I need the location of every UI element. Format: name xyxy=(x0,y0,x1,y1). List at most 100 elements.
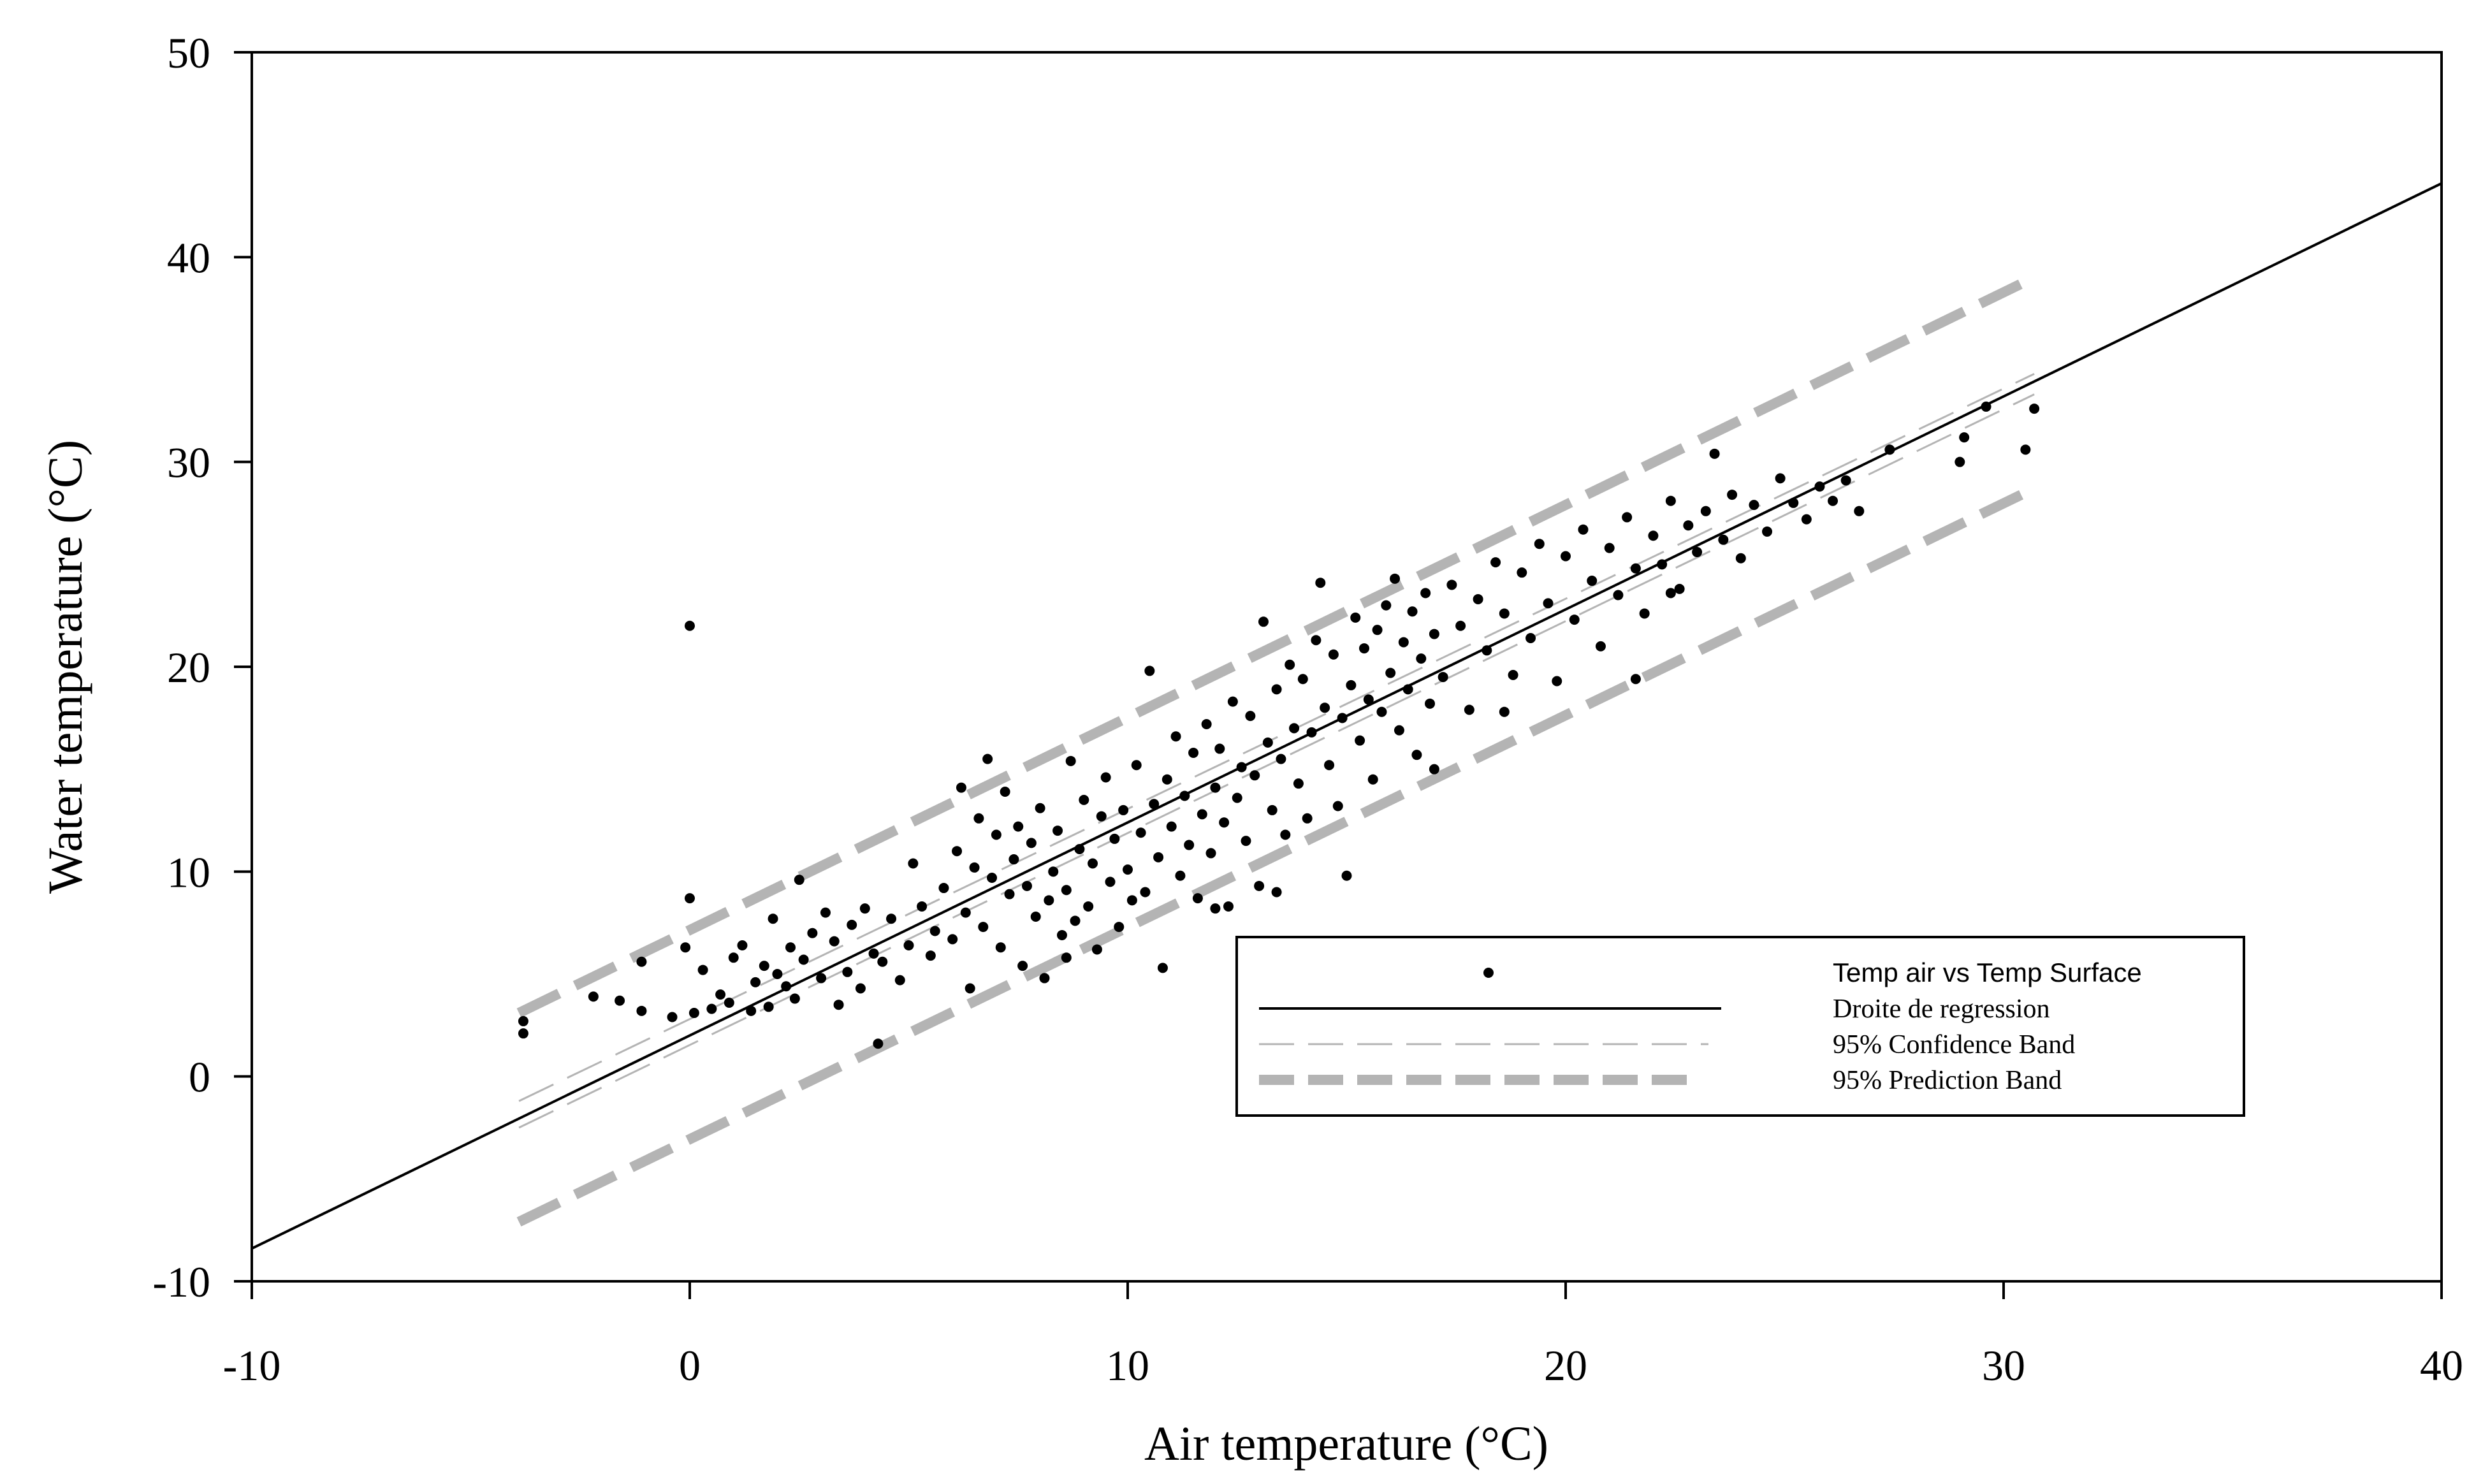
x-tick-label: 0 xyxy=(679,1341,701,1390)
data-point xyxy=(724,997,734,1008)
data-point xyxy=(1306,727,1317,738)
legend-confidence-label: 95% Confidence Band xyxy=(1833,1030,2075,1059)
y-tick-label: 20 xyxy=(167,643,210,692)
data-point xyxy=(1840,475,1851,486)
data-point xyxy=(1381,600,1392,611)
data-point xyxy=(1170,731,1181,742)
data-point xyxy=(715,989,726,1000)
data-point xyxy=(1622,512,1633,523)
data-point xyxy=(991,829,1001,840)
data-point xyxy=(1420,588,1431,599)
data-point xyxy=(1161,774,1172,785)
data-point xyxy=(798,954,809,965)
data-point xyxy=(1271,684,1282,695)
data-point xyxy=(1394,725,1404,736)
data-point xyxy=(1578,524,1589,535)
data-point xyxy=(1245,711,1256,722)
data-point xyxy=(1411,750,1422,760)
data-point xyxy=(1140,887,1151,898)
data-point xyxy=(1192,893,1203,904)
data-point xyxy=(908,858,919,869)
data-point xyxy=(1153,852,1164,862)
data-point xyxy=(1096,811,1107,822)
data-point xyxy=(1035,803,1045,813)
data-point xyxy=(886,913,897,924)
data-point xyxy=(1026,838,1037,848)
data-point xyxy=(1135,827,1146,838)
data-point xyxy=(877,956,888,967)
data-point xyxy=(1630,674,1641,685)
data-point xyxy=(1749,500,1759,511)
y-tick-label: 30 xyxy=(167,439,210,487)
data-point xyxy=(750,977,761,987)
data-point xyxy=(1214,743,1225,754)
legend-regression-label: Droite de regression xyxy=(1833,994,2050,1024)
data-point xyxy=(1241,836,1251,847)
data-point xyxy=(956,782,966,793)
data-point xyxy=(1604,542,1615,553)
data-point xyxy=(1293,778,1304,789)
data-point xyxy=(685,893,695,904)
data-point xyxy=(1267,804,1278,815)
y-tick-label: 40 xyxy=(167,233,210,282)
data-point xyxy=(1801,514,1812,525)
legend-scatter-label: Temp air vs Temp Surface xyxy=(1833,957,2142,987)
data-point xyxy=(982,753,993,764)
data-point xyxy=(746,1005,757,1016)
data-point xyxy=(969,862,980,873)
data-point xyxy=(1455,620,1466,631)
data-point xyxy=(1639,608,1650,619)
data-point xyxy=(1219,817,1230,828)
data-point xyxy=(1508,669,1518,680)
data-point xyxy=(706,1003,717,1014)
data-point xyxy=(1490,557,1501,568)
data-point xyxy=(1630,563,1641,574)
data-point xyxy=(1271,887,1282,898)
confidence-band-upper xyxy=(518,373,2035,1102)
data-point xyxy=(1236,762,1247,773)
data-point xyxy=(1227,696,1238,707)
data-point xyxy=(1105,877,1116,887)
data-point xyxy=(1070,915,1081,926)
data-point xyxy=(1013,821,1024,832)
data-point xyxy=(1788,497,1799,508)
y-tick-label: 0 xyxy=(189,1053,210,1102)
data-point xyxy=(1543,598,1554,609)
data-point xyxy=(1341,870,1352,881)
data-point xyxy=(1000,787,1010,797)
data-point xyxy=(1201,718,1212,729)
data-point xyxy=(1402,684,1413,695)
x-tick-label: 30 xyxy=(1982,1341,2025,1390)
data-point xyxy=(1276,753,1286,764)
data-point xyxy=(1775,473,1786,484)
y-axis-title: Water temperature (°C) xyxy=(39,440,92,894)
legend-box xyxy=(1235,936,2245,1117)
legend-scatter-marker xyxy=(1483,968,1494,978)
data-point xyxy=(1416,653,1427,664)
data-point xyxy=(1346,680,1357,690)
data-point xyxy=(1280,829,1291,840)
data-point xyxy=(925,950,936,961)
data-point xyxy=(737,940,748,951)
data-point xyxy=(833,1000,844,1010)
data-point xyxy=(1118,804,1129,815)
data-point xyxy=(1762,526,1773,537)
axes-layer: -10 0 10 20 30 40 -10 0 10 20 30 40 50 xyxy=(152,29,2463,1390)
data-point xyxy=(1735,553,1746,564)
data-point xyxy=(1030,912,1041,922)
data-point xyxy=(1464,704,1474,715)
points-layer xyxy=(518,401,2040,1049)
data-point xyxy=(697,964,708,975)
data-point xyxy=(1482,645,1492,656)
data-point xyxy=(518,1028,528,1039)
data-point xyxy=(785,942,796,953)
data-point xyxy=(903,940,914,951)
data-point xyxy=(1039,973,1050,984)
data-point xyxy=(781,981,792,992)
data-point xyxy=(1157,963,1168,973)
data-point xyxy=(1083,901,1094,912)
data-point xyxy=(1061,885,1072,896)
data-point xyxy=(1517,567,1527,578)
y-tick-label: 50 xyxy=(167,29,210,77)
